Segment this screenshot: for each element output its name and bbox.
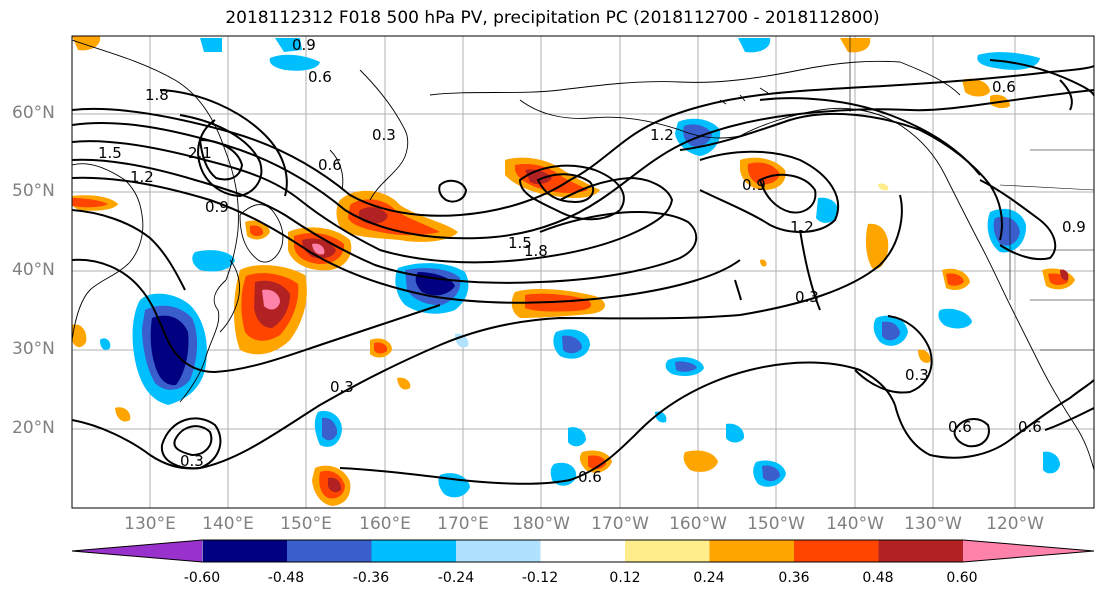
positive-precip-anomalies [72,36,1075,506]
contour-label: 0.9 [742,176,766,194]
lon-label-160e: 160°E [359,514,411,534]
pv-contours [72,59,1094,485]
colorbar-tick: 0.12 [609,570,641,586]
lon-label-120w: 120°W [986,514,1044,534]
lat-label-40n: 40°N [12,260,55,280]
colorbar [71,539,1095,563]
contour-label: 0.9 [292,36,316,54]
contour-label: 1.2 [130,168,154,186]
colorbar-segment [287,540,372,562]
contour-label: 0.6 [308,68,332,86]
colorbar-tick: -0.12 [521,570,559,586]
shading-layer [72,36,1094,506]
colorbar-extend-max [963,540,1094,562]
coastlines [72,39,1094,471]
colorbar-tick: -0.48 [267,570,305,586]
lon-label-150w: 150°W [747,514,805,534]
contour-label: 0.9 [1062,218,1086,236]
colorbar-tick: -0.36 [352,570,390,586]
contour-labels: 0.90.61.81.51.22.10.90.30.61.21.51.80.91… [98,36,1086,486]
colorbar-segment [878,540,964,562]
colorbar-tick: 0.60 [946,570,978,586]
colorbar-segment [456,540,541,562]
contour-label: 1.8 [524,242,548,260]
contour-label: 0.3 [180,452,204,470]
lon-label-170e: 170°E [437,514,489,534]
contour-label: 0.6 [1018,418,1042,436]
contour-label: 0.6 [578,468,602,486]
contour-label: 1.2 [790,218,814,236]
map-title: 2018112312 F018 500 hPa PV, precipitatio… [225,8,880,28]
colorbar-extend-min [72,540,202,562]
lat-label-30n: 30°N [12,339,55,359]
colorbar-outline [71,539,1095,563]
colorbar-tick: 0.36 [778,570,810,586]
contour-label: 0.3 [330,378,354,396]
colorbar-segment [202,540,288,562]
contour-label: 1.5 [98,144,122,162]
contour-label: 2.1 [188,144,212,162]
lon-label-170w: 170°W [591,514,649,534]
lon-label-130w: 130°W [904,514,962,534]
contour-label: 0.6 [992,78,1016,96]
colorbar-tick: 0.48 [862,570,894,586]
colorbar-tick: -0.60 [183,570,221,586]
lat-label-20n: 20°N [12,418,55,438]
lon-label-180w: 180°W [512,514,570,534]
colorbar-segment [709,540,795,562]
contour-label: 0.9 [205,198,229,216]
contour-label: 0.3 [905,366,929,384]
map-frame [71,35,1095,509]
lon-label-140w: 140°W [826,514,884,534]
colorbar-segment [794,540,879,562]
lon-label-130e: 130°E [124,514,176,534]
contour-label: 0.6 [948,418,972,436]
lon-label-160w: 160°W [669,514,727,534]
contour-label: 1.5 [508,234,532,252]
colorbar-tick: -0.24 [437,570,475,586]
lon-label-150e: 150°E [280,514,332,534]
contour-label: 0.3 [795,288,819,306]
colorbar-tick: 0.24 [693,570,725,586]
lat-label-60n: 60°N [12,103,55,123]
contour-label: 0.3 [372,126,396,144]
contour-label: 0.6 [318,156,342,174]
lon-label-140e: 140°E [202,514,254,534]
lat-label-50n: 50°N [12,181,55,201]
colorbar-segment [371,540,457,562]
contour-label: 1.8 [145,86,169,104]
colorbar-segment [625,540,710,562]
colorbar-segment [540,540,626,562]
contour-label: 1.2 [650,126,674,144]
